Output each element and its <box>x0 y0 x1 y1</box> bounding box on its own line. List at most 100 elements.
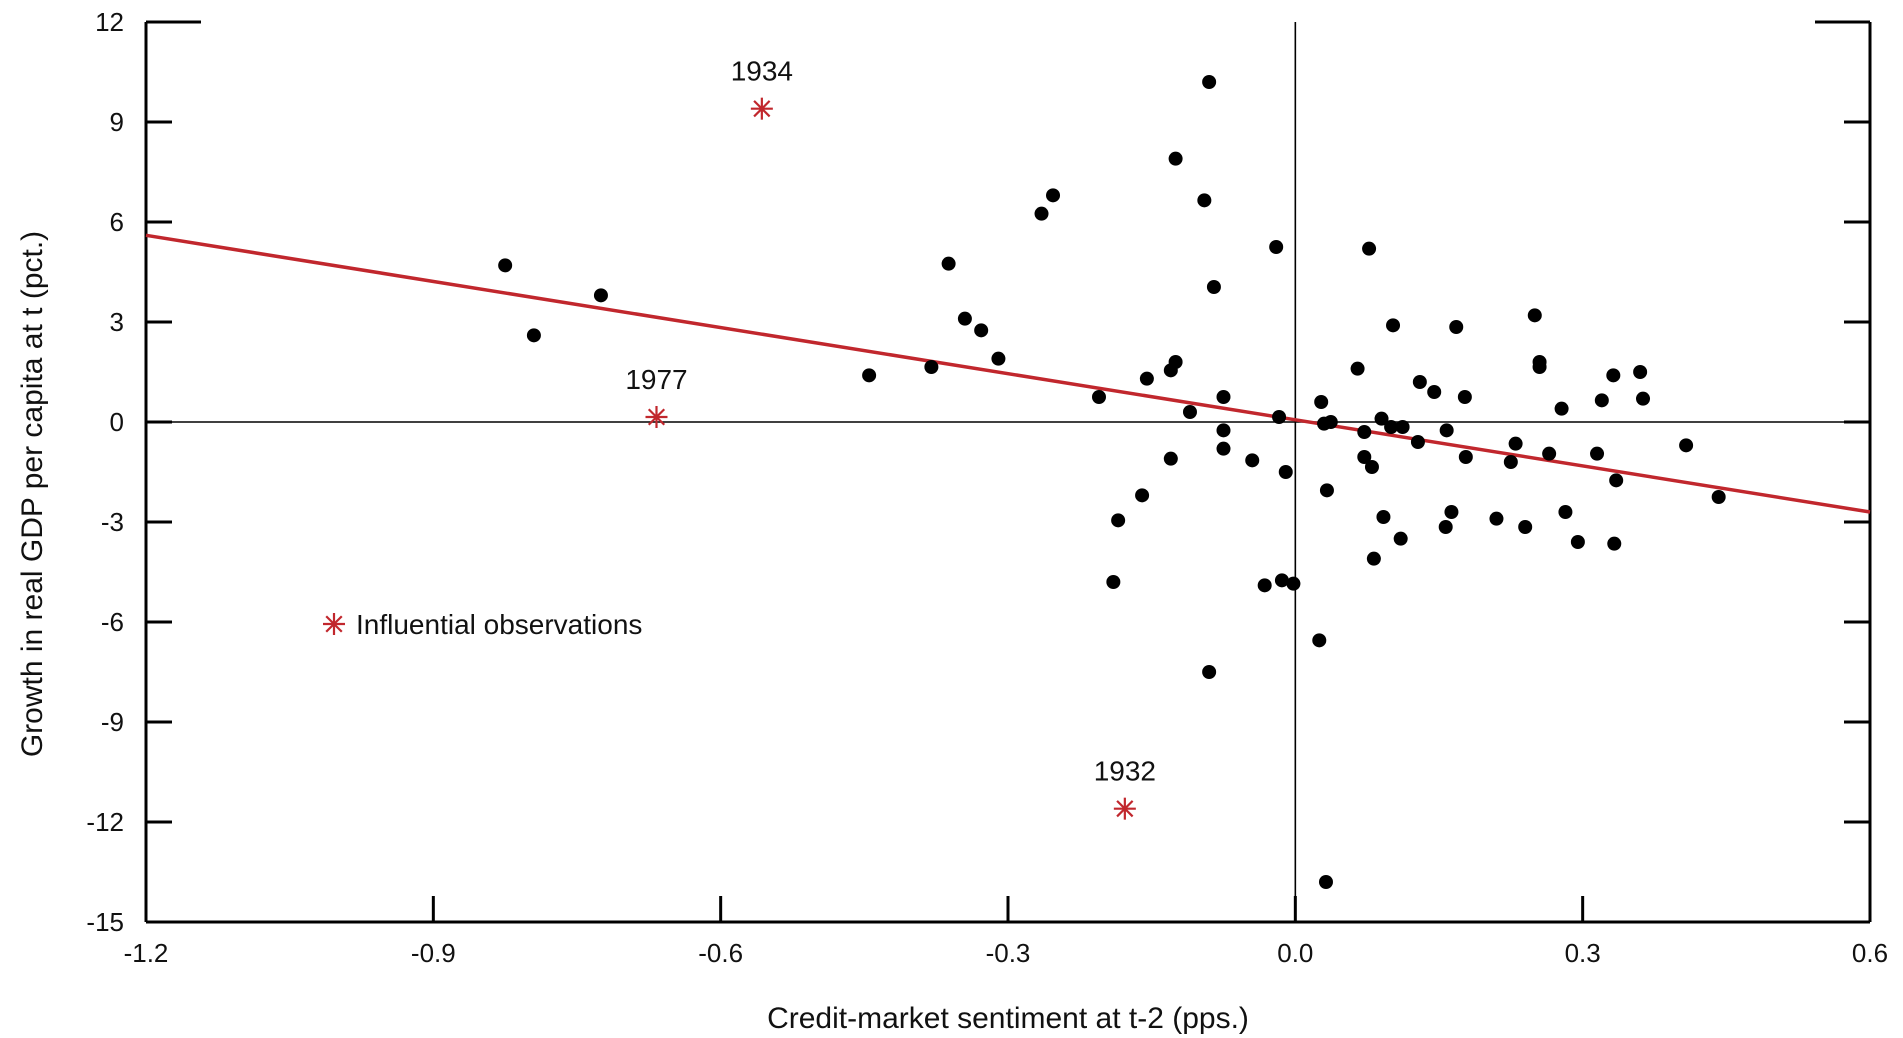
data-point <box>1438 520 1453 534</box>
data-point <box>1318 875 1333 889</box>
x-tick-label: -0.6 <box>698 938 743 968</box>
data-point <box>1111 513 1126 528</box>
axes-layer <box>144 20 1872 924</box>
data-point <box>1376 510 1391 524</box>
y-tick-label: -15 <box>86 907 124 937</box>
y-tick-label: -12 <box>86 807 124 837</box>
data-point <box>1527 308 1542 323</box>
data-point <box>1314 395 1329 409</box>
x-tick-label: 0.0 <box>1277 938 1313 968</box>
data-point <box>1457 390 1472 404</box>
regression-line <box>145 233 1871 514</box>
data-point <box>1711 490 1726 504</box>
data-point <box>1374 411 1389 426</box>
y-tick-label: 0 <box>110 407 124 437</box>
data-point <box>1532 360 1547 374</box>
data-point <box>1444 505 1459 519</box>
data-point <box>1216 441 1231 456</box>
data-point <box>1558 505 1573 519</box>
data-point <box>974 323 989 338</box>
data-point <box>1503 455 1518 469</box>
data-point <box>1412 375 1427 389</box>
data-point <box>1163 451 1178 466</box>
data-point <box>1319 483 1334 498</box>
data-point <box>941 256 956 271</box>
data-point <box>1269 240 1284 254</box>
y-tick-label: 3 <box>110 307 124 337</box>
data-point <box>1594 393 1609 408</box>
data-point <box>1046 188 1061 203</box>
y-tick-label: -6 <box>101 607 124 637</box>
data-point <box>1542 446 1557 461</box>
influential-points-layer: 1934 1977 1932 <box>625 56 1156 820</box>
data-point <box>1257 578 1272 593</box>
data-point <box>1182 405 1197 419</box>
year-annotation: 1934 <box>731 56 793 87</box>
data-point <box>1518 520 1533 534</box>
data-point <box>957 311 972 326</box>
x-tick-label: 0.6 <box>1852 938 1888 968</box>
data-point <box>1449 320 1464 334</box>
data-point <box>1197 193 1212 208</box>
y-tick-label: -3 <box>101 507 124 537</box>
data-points-layer <box>498 75 1726 889</box>
data-point <box>1489 511 1504 526</box>
data-point <box>1216 423 1231 438</box>
x-tick-label: -1.2 <box>124 938 169 968</box>
legend-label: Influential observations <box>356 609 642 640</box>
data-point <box>1364 460 1379 474</box>
data-point <box>1168 355 1183 369</box>
y-tick-label: 9 <box>110 107 124 137</box>
y-tick-label: -9 <box>101 707 124 737</box>
data-point <box>1206 280 1221 294</box>
data-point <box>1609 473 1624 488</box>
data-point <box>526 328 541 343</box>
data-point <box>1366 551 1381 566</box>
data-point <box>1410 435 1425 449</box>
data-point <box>1357 425 1372 439</box>
y-tick-label: 6 <box>110 207 124 237</box>
data-point <box>1135 488 1150 503</box>
influential-point <box>1113 797 1136 820</box>
data-point <box>1278 465 1293 479</box>
data-point <box>1679 438 1694 453</box>
data-point <box>1286 576 1301 591</box>
data-point <box>1274 573 1289 588</box>
data-point <box>1091 390 1106 404</box>
data-point <box>1607 536 1622 551</box>
data-point <box>1458 450 1473 464</box>
data-point <box>1202 665 1217 679</box>
data-point <box>593 288 608 303</box>
x-tick-label: -0.9 <box>411 938 456 968</box>
x-tick-label: 0.3 <box>1565 938 1601 968</box>
data-point <box>1439 423 1454 438</box>
data-point <box>498 258 513 273</box>
data-point <box>1384 420 1399 434</box>
data-point <box>1216 390 1231 404</box>
fit-line-layer <box>145 233 1871 514</box>
data-point <box>1386 318 1401 333</box>
x-axis-title: Credit-market sentiment at t-2 (pps.) <box>767 1002 1249 1035</box>
data-point <box>1139 371 1154 386</box>
data-point <box>1272 410 1287 424</box>
data-point <box>1636 391 1651 406</box>
data-point <box>1508 436 1523 451</box>
data-point <box>1202 75 1217 89</box>
influential-point <box>750 97 773 120</box>
data-point <box>1606 368 1621 383</box>
y-tick-label: 12 <box>95 7 124 37</box>
data-point <box>1034 206 1049 221</box>
data-point <box>1168 151 1183 166</box>
year-annotation: 1977 <box>625 364 687 395</box>
data-point <box>1633 365 1648 379</box>
data-point <box>1357 450 1372 464</box>
data-point <box>1590 446 1605 461</box>
tick-labels-layer: 12 9 6 3 0 -3 -6 -9 -12 -15-1.2 -0.9 -0.6 -0.3 0.0 0.3… <box>86 7 1888 968</box>
data-point <box>1106 575 1121 589</box>
data-point <box>1245 453 1260 468</box>
data-point <box>1362 241 1377 256</box>
x-tick-label: -0.3 <box>986 938 1031 968</box>
year-annotation: 1932 <box>1094 756 1156 787</box>
data-point <box>1570 535 1585 549</box>
